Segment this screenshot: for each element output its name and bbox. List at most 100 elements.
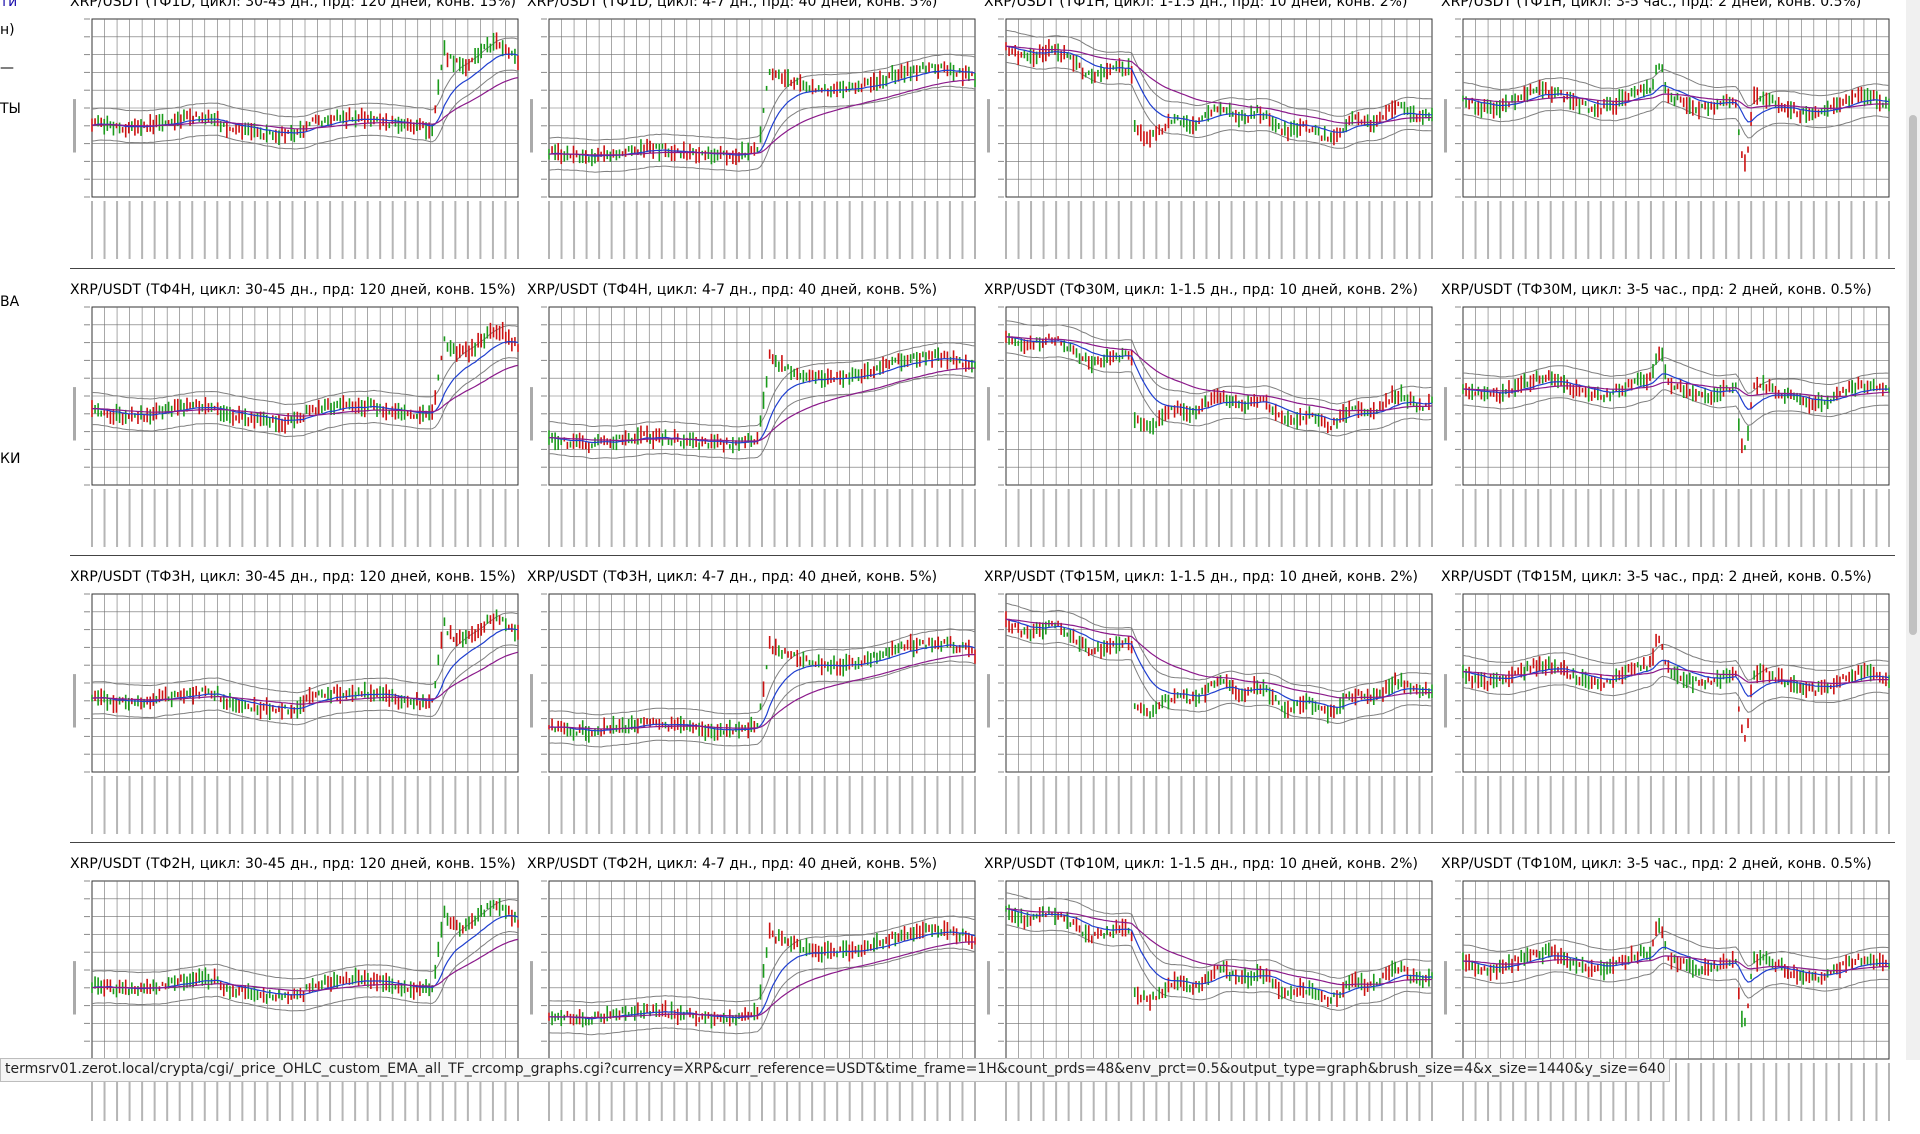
y-axis-label — [73, 674, 76, 728]
chart-title: XRP/USDT (ТФ3H, цикл: 4-7 дн., прд: 40 д… — [527, 569, 938, 585]
envelope-upper-line — [91, 37, 519, 118]
y-axis-label — [73, 387, 76, 441]
chart-title: XRP/USDT (ТФ15M, цикл: 3-5 час., прд: 2 … — [1441, 569, 1872, 585]
chart-panel: XRP/USDT (ТФ2H, цикл: 4-7 дн., прд: 40 д… — [527, 854, 982, 1134]
y-axis-label — [1444, 387, 1447, 441]
chart-title: XRP/USDT (ТФ10M, цикл: 1-1.5 дн., прд: 1… — [984, 856, 1418, 872]
y-axis-label — [530, 387, 533, 441]
y-axis-label — [987, 99, 990, 153]
envelope-upper-line — [548, 628, 976, 716]
envelope-upper-line — [548, 915, 976, 1004]
envelope-lower-line — [92, 357, 519, 438]
chart-title: XRP/USDT (ТФ2H, цикл: 30-45 дн., прд: 12… — [70, 856, 516, 872]
y-axis-label — [987, 674, 990, 728]
ohlc-chart — [987, 880, 1433, 1121]
chart-title: XRP/USDT (ТФ3H, цикл: 30-45 дн., прд: 12… — [70, 569, 516, 585]
ema-slow-line — [1462, 93, 1889, 110]
ohlc-chart — [987, 593, 1433, 834]
envelope-lower-line — [548, 85, 976, 173]
chart-panel: XRP/USDT (ТФ4H, цикл: 30-45 дн., прд: 12… — [70, 280, 525, 560]
chart-panel: XRP/USDT (ТФ3H, цикл: 4-7 дн., прд: 40 д… — [527, 567, 982, 847]
chart-panel: XRP/USDT (ТФ1H, цикл: 3-5 час., прд: 2 д… — [1441, 0, 1896, 272]
ema-slow-line — [91, 938, 519, 992]
ema-slow-line — [548, 653, 976, 730]
ema-slow-line — [91, 651, 519, 705]
envelope-lower-line — [91, 644, 519, 726]
ema-slow-line — [548, 79, 975, 156]
chart-panel: XRP/USDT (ТФ15M, цикл: 1-1.5 дн., прд: 1… — [984, 567, 1439, 847]
envelope-lower-line — [1463, 389, 1890, 426]
ohlc-chart — [530, 880, 976, 1121]
envelope-lower-line — [549, 374, 976, 460]
ohlc-chart — [73, 306, 519, 547]
sidebar-item: ТЫ — [0, 101, 21, 117]
ohlc-chart — [1444, 880, 1890, 1121]
y-axis-label — [530, 961, 533, 1015]
y-axis-label — [1444, 674, 1447, 728]
chart-title: XRP/USDT (ТФ4H, цикл: 4-7 дн., прд: 40 д… — [527, 282, 938, 298]
sidebar-item[interactable]: ти — [0, 0, 18, 10]
chart-panel: XRP/USDT (ТФ4H, цикл: 4-7 дн., прд: 40 д… — [527, 280, 982, 560]
ema-slow-line — [1005, 908, 1433, 986]
ohlc-chart — [1444, 593, 1890, 834]
row-separator — [70, 555, 1895, 556]
y-axis-label — [1444, 99, 1447, 153]
envelope-upper-line — [1005, 602, 1433, 692]
ema-fast-line — [1005, 45, 1432, 133]
envelope-lower-line — [548, 660, 976, 748]
ema-slow-line — [92, 364, 519, 417]
chart-panel: XRP/USDT (ТФ15M, цикл: 3-5 час., прд: 2 … — [1441, 567, 1896, 847]
sidebar-item: ВА — [0, 294, 20, 310]
y-axis-label — [987, 961, 990, 1015]
envelope-lower-line — [1462, 675, 1890, 713]
envelope-lower-line — [91, 69, 519, 150]
ema-fast-line — [548, 357, 976, 444]
sidebar: ти н) — ТЫ ВА КИ — [0, 0, 66, 1080]
chart-title: XRP/USDT (ТФ1H, цикл: 3-5 час., прд: 2 д… — [1441, 0, 1862, 10]
ohlc-chart — [987, 306, 1433, 547]
y-axis-label — [530, 99, 533, 153]
envelope-upper-line — [1005, 320, 1433, 405]
ema-slow-line — [1462, 381, 1890, 398]
envelope-lower-line — [1005, 924, 1433, 1011]
envelope-upper-line — [549, 342, 976, 428]
ohlc-chart — [73, 880, 519, 1121]
ema-fast-line — [1462, 946, 1890, 983]
y-axis-label — [987, 387, 990, 441]
status-bar-url: termsrv01.zerot.local/crypta/cgi/_price_… — [0, 1058, 1671, 1082]
chart-title: XRP/USDT (ТФ4H, цикл: 30-45 дн., прд: 12… — [70, 282, 516, 298]
ema-fast-line — [1005, 336, 1433, 421]
ema-slow-line — [1005, 618, 1432, 699]
envelope-upper-line — [91, 898, 519, 980]
envelope-upper-line — [91, 324, 519, 406]
chart-title: XRP/USDT (ТФ30M, цикл: 1-1.5 дн., прд: 1… — [984, 282, 1418, 298]
chart-title: XRP/USDT (ТФ30M, цикл: 3-5 час., прд: 2 … — [1441, 282, 1872, 298]
row-separator — [70, 268, 1895, 269]
chart-panel: XRP/USDT (ТФ10M, цикл: 1-1.5 дн., прд: 1… — [984, 854, 1439, 1134]
ema-fast-line — [548, 931, 976, 1020]
chart-panel: XRP/USDT (ТФ3H, цикл: 30-45 дн., прд: 12… — [70, 567, 525, 847]
chart-panel: XRP/USDT (ТФ1D, цикл: 30-45 дн., прд: 12… — [70, 0, 525, 272]
envelope-upper-line — [1462, 643, 1890, 681]
row-separator — [70, 842, 1895, 843]
envelope-upper-line — [548, 53, 976, 141]
envelope-lower-line — [1005, 634, 1433, 725]
ema-fast-line — [1462, 373, 1890, 410]
ohlc-chart — [987, 18, 1433, 259]
ema-slow-line — [1462, 667, 1890, 685]
envelope-upper-line — [91, 612, 519, 694]
chart-title: XRP/USDT (ТФ2H, цикл: 4-7 дн., прд: 40 д… — [527, 856, 938, 872]
ohlc-chart — [530, 593, 976, 834]
ohlc-chart — [73, 593, 519, 834]
envelope-lower-line — [548, 947, 976, 1036]
envelope-lower-line — [1462, 101, 1890, 139]
ema-fast-line — [1462, 659, 1890, 697]
envelope-upper-line — [1005, 29, 1432, 117]
sidebar-item: — — [0, 60, 14, 76]
y-axis-label — [73, 99, 76, 153]
chart-title: XRP/USDT (ТФ1D, цикл: 4-7 дн., прд: 40 д… — [527, 0, 938, 10]
envelope-lower-line — [1005, 61, 1432, 149]
vertical-scrollbar[interactable] — [1906, 0, 1920, 1060]
scrollbar-thumb[interactable] — [1909, 115, 1917, 635]
sidebar-item: н) — [0, 22, 15, 38]
